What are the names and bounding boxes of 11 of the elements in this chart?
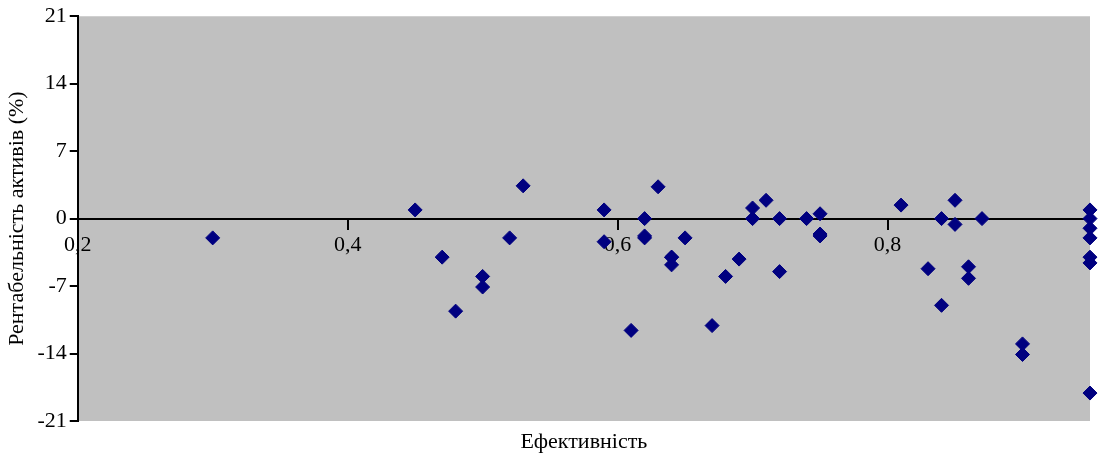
x-axis-title: Ефективність	[520, 427, 648, 453]
y-tick-label: -14	[37, 339, 67, 365]
y-tick-label: 14	[44, 69, 67, 95]
y-tick-label: 7	[55, 136, 67, 162]
y-axis-title: Рентабельність активів (%)	[2, 91, 28, 346]
y-tick-label: -7	[48, 271, 67, 297]
x-tick-label: 0,8	[873, 230, 902, 256]
y-tick-label: 0	[55, 204, 67, 230]
y-tick-label: 21	[44, 1, 67, 27]
y-tick-label: -21	[37, 406, 67, 432]
x-tick-label: 0,4	[333, 230, 362, 256]
